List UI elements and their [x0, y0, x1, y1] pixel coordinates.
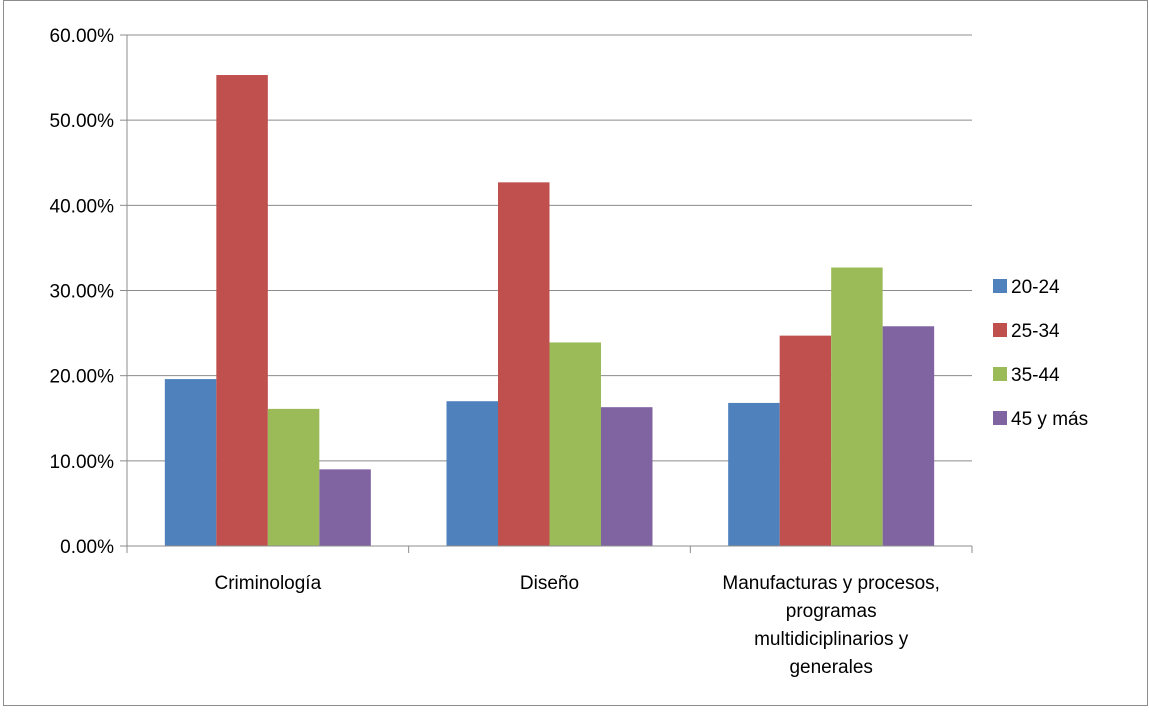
legend-swatch — [993, 279, 1007, 293]
x-tick-label: multidiciplinarios y — [754, 629, 909, 650]
bar-45-y-más — [601, 407, 653, 546]
legend-swatch — [993, 367, 1007, 381]
bar-25-34 — [498, 182, 550, 547]
bar-35-44 — [831, 267, 883, 546]
bars — [164, 75, 935, 547]
bar-35-44 — [549, 342, 601, 546]
x-tick-label: generales — [789, 657, 872, 678]
bar-25-34 — [216, 75, 268, 547]
bar-45-y-más — [882, 326, 935, 546]
y-tick-label: 50.00% — [50, 111, 115, 132]
legend-swatch — [993, 411, 1007, 425]
bar-20-24 — [164, 379, 217, 546]
legend-label: 25-34 — [1011, 321, 1060, 342]
bar-20-24 — [446, 401, 498, 546]
x-tick-label: Manufacturas y procesos, — [722, 573, 940, 594]
x-tick-label: programas — [786, 601, 877, 622]
bar-25-34 — [779, 335, 832, 546]
legend-label: 35-44 — [1011, 365, 1060, 386]
y-tick-label: 40.00% — [50, 196, 115, 217]
y-tick-label: 10.00% — [50, 452, 115, 473]
y-tick-labels: 0.00% 10.00% 20.00% 30.00% 40.00% 50.00% 60.00… — [50, 26, 115, 558]
legend-swatch — [993, 323, 1007, 337]
x-tick-label: Diseño — [520, 573, 579, 594]
legend-label: 20-24 — [1011, 277, 1060, 298]
axes — [120, 34, 973, 553]
legend: 20-24 25-34 35-44 45 y más — [993, 277, 1088, 430]
bar-45-y-más — [319, 469, 371, 546]
legend-label: 45 y más — [1011, 409, 1088, 430]
x-tick-labels: Criminología Diseño Manufacturas y proceso… — [215, 573, 940, 678]
y-tick-label: 0.00% — [60, 537, 114, 558]
y-tick-label: 60.00% — [50, 26, 115, 47]
y-tick-label: 20.00% — [50, 367, 115, 388]
bar-35-44 — [267, 408, 320, 546]
x-tick-label: Criminología — [215, 573, 322, 594]
bar-20-24 — [728, 402, 780, 546]
y-tick-label: 30.00% — [50, 282, 115, 303]
